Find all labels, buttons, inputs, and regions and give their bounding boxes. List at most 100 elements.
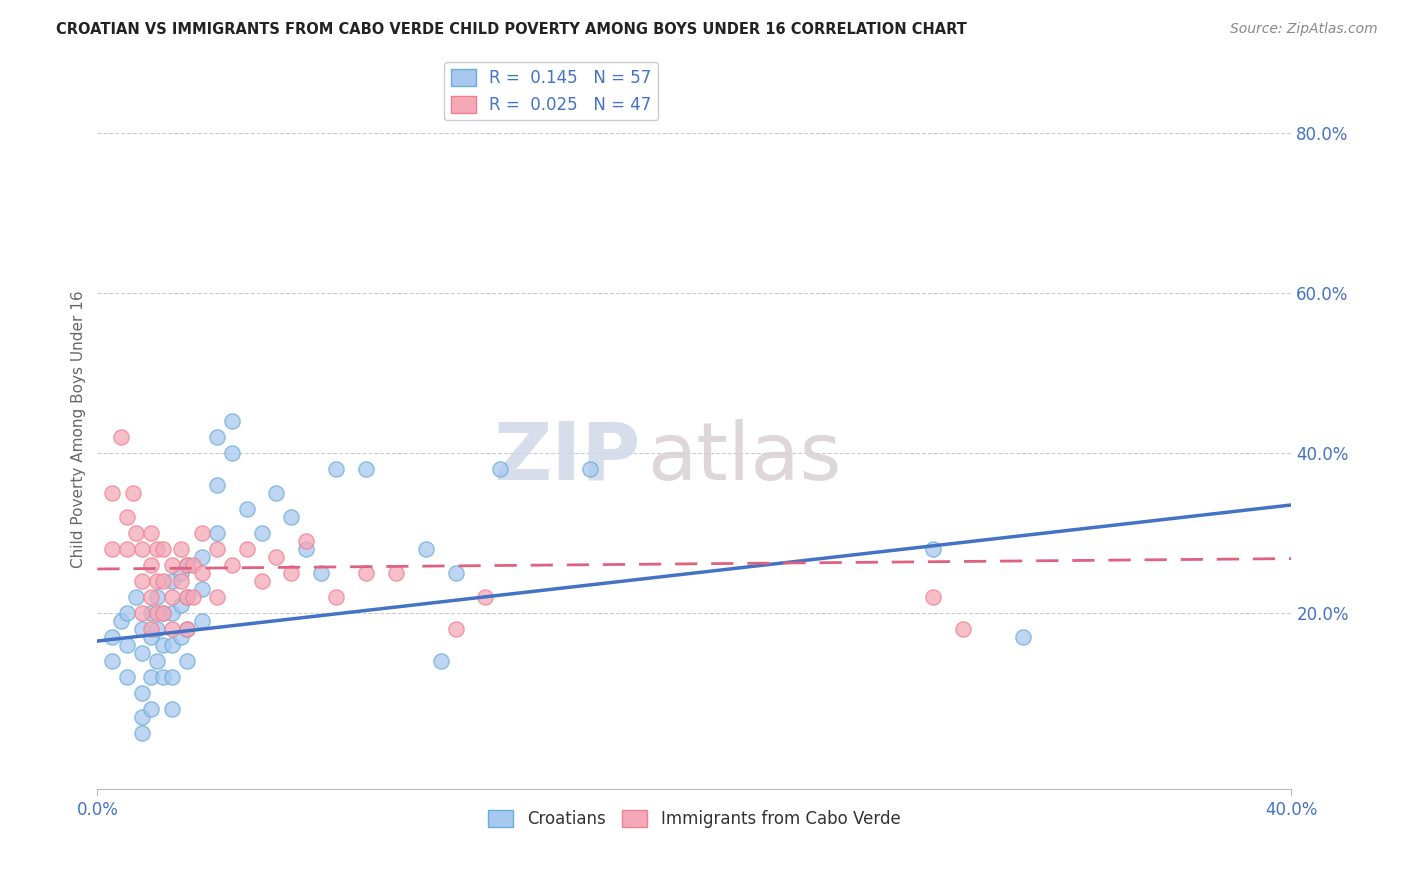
- Point: [205, 541, 228, 556]
- Point: [101, 654, 124, 668]
- Point: [139, 702, 162, 716]
- Point: [579, 462, 602, 476]
- Point: [152, 574, 174, 588]
- Point: [221, 446, 243, 460]
- Point: [160, 606, 183, 620]
- Point: [170, 630, 193, 644]
- Point: [131, 622, 153, 636]
- Point: [146, 541, 169, 556]
- Point: [266, 549, 288, 564]
- Point: [176, 558, 198, 572]
- Point: [115, 638, 138, 652]
- Point: [266, 486, 288, 500]
- Point: [205, 478, 228, 492]
- Point: [160, 590, 183, 604]
- Point: [280, 566, 302, 580]
- Point: [235, 502, 257, 516]
- Point: [122, 486, 145, 500]
- Point: [131, 574, 153, 588]
- Point: [139, 622, 162, 636]
- Point: [152, 670, 174, 684]
- Point: [385, 566, 408, 580]
- Point: [176, 654, 198, 668]
- Point: [170, 566, 193, 580]
- Point: [170, 598, 193, 612]
- Point: [474, 590, 496, 604]
- Point: [125, 590, 148, 604]
- Point: [235, 541, 257, 556]
- Point: [131, 606, 153, 620]
- Point: [429, 654, 451, 668]
- Point: [191, 582, 214, 596]
- Point: [115, 510, 138, 524]
- Point: [176, 590, 198, 604]
- Point: [250, 574, 273, 588]
- Y-axis label: Child Poverty Among Boys Under 16: Child Poverty Among Boys Under 16: [72, 290, 86, 567]
- Point: [152, 638, 174, 652]
- Point: [115, 606, 138, 620]
- Point: [139, 606, 162, 620]
- Point: [170, 574, 193, 588]
- Point: [146, 622, 169, 636]
- Point: [110, 614, 132, 628]
- Point: [160, 558, 183, 572]
- Point: [205, 430, 228, 444]
- Point: [176, 590, 198, 604]
- Point: [922, 590, 945, 604]
- Point: [125, 526, 148, 541]
- Point: [176, 558, 198, 572]
- Point: [354, 566, 377, 580]
- Point: [309, 566, 332, 580]
- Text: CROATIAN VS IMMIGRANTS FROM CABO VERDE CHILD POVERTY AMONG BOYS UNDER 16 CORRELA: CROATIAN VS IMMIGRANTS FROM CABO VERDE C…: [56, 22, 967, 37]
- Point: [444, 566, 467, 580]
- Point: [160, 622, 183, 636]
- Point: [250, 526, 273, 541]
- Point: [160, 574, 183, 588]
- Point: [191, 566, 214, 580]
- Point: [415, 541, 437, 556]
- Point: [922, 541, 945, 556]
- Point: [325, 462, 347, 476]
- Point: [325, 590, 347, 604]
- Point: [191, 549, 214, 564]
- Point: [152, 606, 174, 620]
- Text: Source: ZipAtlas.com: Source: ZipAtlas.com: [1230, 22, 1378, 37]
- Point: [131, 541, 153, 556]
- Point: [101, 541, 124, 556]
- Point: [176, 622, 198, 636]
- Point: [139, 670, 162, 684]
- Point: [952, 622, 974, 636]
- Point: [181, 558, 204, 572]
- Point: [170, 541, 193, 556]
- Point: [1011, 630, 1033, 644]
- Point: [110, 430, 132, 444]
- Point: [139, 526, 162, 541]
- Point: [160, 702, 183, 716]
- Point: [191, 526, 214, 541]
- Point: [139, 590, 162, 604]
- Point: [205, 590, 228, 604]
- Point: [205, 526, 228, 541]
- Point: [221, 414, 243, 428]
- Text: ZIP: ZIP: [494, 418, 641, 497]
- Point: [489, 462, 512, 476]
- Point: [146, 590, 169, 604]
- Point: [176, 622, 198, 636]
- Point: [295, 533, 318, 548]
- Point: [181, 590, 204, 604]
- Point: [115, 541, 138, 556]
- Point: [191, 614, 214, 628]
- Point: [152, 606, 174, 620]
- Point: [131, 726, 153, 740]
- Point: [354, 462, 377, 476]
- Point: [280, 510, 302, 524]
- Point: [295, 541, 318, 556]
- Point: [101, 630, 124, 644]
- Point: [160, 638, 183, 652]
- Point: [115, 670, 138, 684]
- Point: [152, 541, 174, 556]
- Legend: Croatians, Immigrants from Cabo Verde: Croatians, Immigrants from Cabo Verde: [482, 804, 907, 835]
- Point: [131, 710, 153, 724]
- Point: [160, 670, 183, 684]
- Point: [131, 686, 153, 700]
